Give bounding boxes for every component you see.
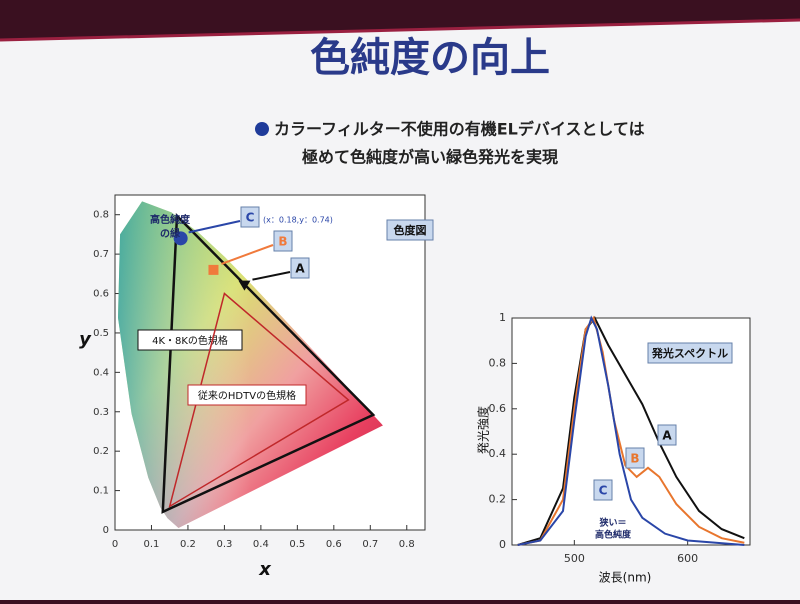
series-label: A (295, 262, 305, 276)
y-tick-label: 0.6 (93, 289, 109, 300)
gamut-label-box (187, 384, 307, 406)
x-tick-label: 0.7 (362, 539, 378, 550)
spectrum-line (517, 315, 745, 546)
x-tick-label: 0.8 (399, 539, 415, 550)
y-tick-label: 0.8 (489, 356, 507, 369)
x-tick-label: 0.5 (289, 539, 305, 550)
legend-label: B (630, 452, 639, 466)
x-tick-label: 0.3 (216, 539, 232, 550)
value-label: (x：0.18,y：0.74) (263, 216, 333, 225)
annotation: 狭い＝ (598, 517, 626, 529)
x-tick-label: 0.4 (253, 539, 269, 550)
chart-title-box (647, 342, 733, 364)
y-tick-label: 0.3 (93, 407, 109, 418)
y-tick-label: 0 (103, 525, 109, 536)
series-label: C (246, 211, 255, 225)
series-label: B (278, 235, 287, 249)
spectrum-line (517, 316, 745, 546)
y-tick-label: 0.5 (93, 328, 109, 339)
bullet (255, 122, 269, 136)
data-point (238, 280, 251, 291)
y-axis-label: 発光強度 (476, 406, 491, 454)
bullet-line: 極めて色純度が高い緑色発光を実現 (301, 148, 558, 167)
x-axis-label: x (258, 559, 272, 580)
leader (221, 244, 274, 265)
y-tick-label: 1 (499, 311, 506, 324)
series-label-box (290, 257, 310, 279)
slide-title: 色純度の向上 (310, 35, 550, 81)
chart-title: 色度図 (394, 223, 427, 237)
legend-label-box (657, 424, 677, 446)
y-tick-label: 0.8 (93, 210, 109, 221)
y-tick-label: 0.2 (93, 446, 109, 457)
x-axis-label: 波長(nm) (599, 571, 652, 585)
y-tick-label: 0.4 (93, 367, 109, 378)
bullet-line: カラーフィルター不使用の有機ELデバイスとしては (274, 120, 645, 139)
series-label-box (273, 230, 293, 252)
x-tick-label: 500 (564, 552, 585, 565)
x-tick-label: 0 (112, 539, 118, 550)
tint (117, 201, 383, 529)
chart-title-box (386, 219, 434, 241)
y-tick-label: 0.1 (93, 486, 109, 497)
x-tick-label: 0.2 (180, 539, 196, 550)
data-point (208, 264, 219, 275)
x-tick-label: 600 (677, 552, 698, 565)
legend-label: C (599, 484, 608, 498)
y-tick-label: 0.4 (489, 447, 507, 460)
gamut-triangle (161, 212, 376, 514)
spectrum-line (517, 315, 745, 546)
y-tick-label: 0 (499, 538, 506, 551)
x-tick-label: 0.1 (144, 539, 160, 550)
y-tick-label: 0.2 (489, 493, 507, 506)
annotation: 高色純度 (595, 529, 632, 541)
y-tick-label: 0.7 (93, 249, 109, 260)
gamut-label: 4K・8Kの色規格 (152, 334, 228, 347)
leader (188, 220, 241, 234)
gamut-label: 従来のHDTVの色規格 (198, 389, 296, 402)
data-point (173, 231, 188, 246)
chart-title: 発光スペクトル (651, 346, 728, 360)
legend-label-box (593, 479, 613, 501)
annotation: 高色純度 (150, 213, 191, 226)
y-axis-label: y (79, 329, 92, 350)
leader (252, 271, 291, 281)
y-tick-label: 0.6 (489, 402, 507, 415)
legend-label-box (625, 447, 645, 469)
annotation: の緑 (160, 227, 181, 240)
gamut-label-box (137, 329, 243, 351)
legend-label: A (662, 429, 672, 443)
x-tick-label: 0.6 (326, 539, 342, 550)
slide-border (0, 18, 800, 42)
series-label-box (240, 206, 260, 228)
